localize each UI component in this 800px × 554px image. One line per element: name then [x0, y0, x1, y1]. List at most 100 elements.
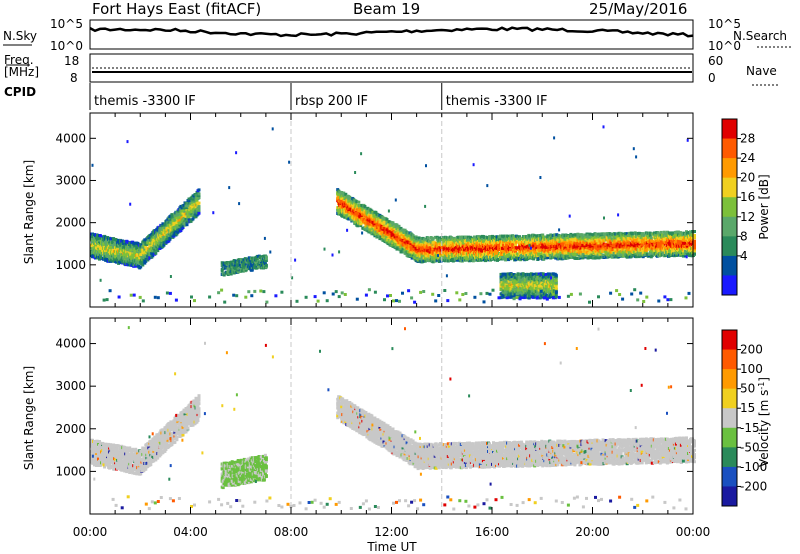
power-echo-cell — [483, 251, 486, 255]
power-echo-cell — [143, 240, 147, 244]
cpid-label: CPID — [4, 85, 36, 99]
power-echo-cell — [423, 237, 427, 241]
power-echo-cell — [461, 241, 465, 245]
power-echo-cell — [433, 259, 437, 263]
power-echo-cell — [460, 239, 464, 243]
power-echo-cell — [183, 210, 187, 213]
power-echo-cell — [431, 248, 435, 252]
power-echo-cell — [491, 255, 494, 258]
power-echo-cell — [264, 263, 268, 267]
power-echo-cell — [401, 243, 405, 247]
power-echo-cell — [416, 256, 420, 260]
power-echo-cell — [367, 220, 371, 224]
power-echo-cell — [197, 205, 201, 209]
power-echo-cell — [189, 219, 193, 223]
power-echo-cell — [649, 236, 653, 240]
power-echo-cell — [435, 245, 439, 248]
power-echo-cell — [137, 260, 141, 263]
power-echo-cell — [138, 256, 142, 260]
power-echo-cell — [359, 222, 363, 226]
power-echo-cell — [343, 215, 347, 219]
power-echo-cell — [461, 253, 465, 257]
power-echo-cell — [378, 220, 382, 224]
nave-tick-bottom: 0 — [708, 71, 716, 85]
power-cells — [90, 125, 696, 304]
power-echo-cell — [223, 266, 227, 270]
power-echo-cell — [426, 236, 430, 240]
power-echo-cell — [394, 225, 398, 229]
power-echo-cell — [348, 213, 352, 217]
power-echo-cell — [505, 241, 509, 245]
power-echo-cell — [471, 259, 475, 263]
power-echo-cell — [99, 236, 102, 240]
power-echo-cell — [393, 242, 397, 246]
power-echo-cell — [92, 240, 95, 244]
power-echo-cell — [148, 250, 152, 254]
power-echo-cell — [443, 247, 447, 251]
power-echo-cell — [423, 239, 427, 243]
power-echo-cell — [358, 205, 362, 209]
power-echo-cell — [250, 256, 254, 260]
power-echo-cell — [179, 229, 183, 232]
power-echo-cell — [456, 237, 460, 241]
power-echo-cell — [144, 259, 148, 263]
power-echo-cell — [104, 249, 108, 252]
power-echo-cell — [120, 254, 124, 258]
power-echo-cell — [499, 240, 502, 244]
power-echo-cell — [232, 259, 236, 262]
power-echo-cell — [156, 228, 160, 232]
power-echo-cell — [233, 266, 237, 270]
power-echo-cell — [433, 235, 437, 239]
power-echo-cell — [139, 265, 143, 269]
power-echo-cell — [161, 222, 165, 226]
noise-trace — [89, 26, 694, 38]
power-echo-cell — [459, 242, 463, 246]
power-echo-cell — [176, 213, 180, 217]
power-echo-cell — [183, 206, 187, 210]
power-echo-cell — [355, 200, 359, 204]
power-echo-cell — [497, 240, 500, 244]
power-echo-cell — [175, 232, 179, 236]
power-echo-cell — [187, 201, 191, 205]
power-echo-cell — [496, 250, 499, 254]
power-echo-cell — [103, 253, 107, 257]
power-echo-cell — [116, 247, 120, 251]
power-echo-cell — [510, 251, 514, 255]
power-echo-cell — [374, 210, 378, 214]
power-echo-cell — [387, 240, 391, 244]
power-echo-cell — [340, 198, 344, 202]
power-echo-cell — [348, 211, 352, 215]
power-echo-cell — [389, 238, 393, 242]
power-echo-cell — [387, 229, 391, 233]
noise-left-label: N.Sky — [3, 29, 37, 43]
power-echo-cell — [98, 257, 101, 261]
power-echo-cell — [427, 245, 431, 249]
power-echo-cell — [141, 247, 145, 251]
power-echo-cell — [395, 223, 399, 227]
power-echo-cell — [388, 220, 392, 224]
power-echo-cell — [94, 243, 97, 247]
power-echo-cell — [124, 257, 128, 261]
power-echo-cell — [512, 256, 516, 260]
power-echo-cell — [498, 237, 501, 241]
power-echo-cell — [418, 257, 422, 261]
power-echo-cell — [354, 220, 358, 224]
power-echo-cell — [412, 240, 416, 244]
power-echo-cell — [366, 216, 370, 220]
power-echo-cell — [174, 216, 178, 219]
noise-panel: N.Sky N.Search 10^5 10^0 10^5 10^0 — [3, 17, 792, 53]
power-echo-cell — [238, 263, 242, 267]
power-echo-cell — [244, 262, 248, 266]
power-echo-cell — [241, 261, 245, 265]
power-echo-cell — [181, 211, 185, 215]
power-echo-cell — [418, 254, 422, 258]
power-echo-cell — [512, 249, 516, 253]
power-echo-cell — [191, 217, 195, 221]
power-echo-cell — [119, 256, 123, 260]
power-echo-cell — [130, 258, 134, 262]
power-echo-cell — [143, 248, 147, 252]
power-echo-cell — [359, 224, 363, 228]
power-echo-cell — [154, 251, 158, 255]
power-echo-cell — [429, 255, 433, 259]
power-echo-cell — [510, 237, 514, 241]
